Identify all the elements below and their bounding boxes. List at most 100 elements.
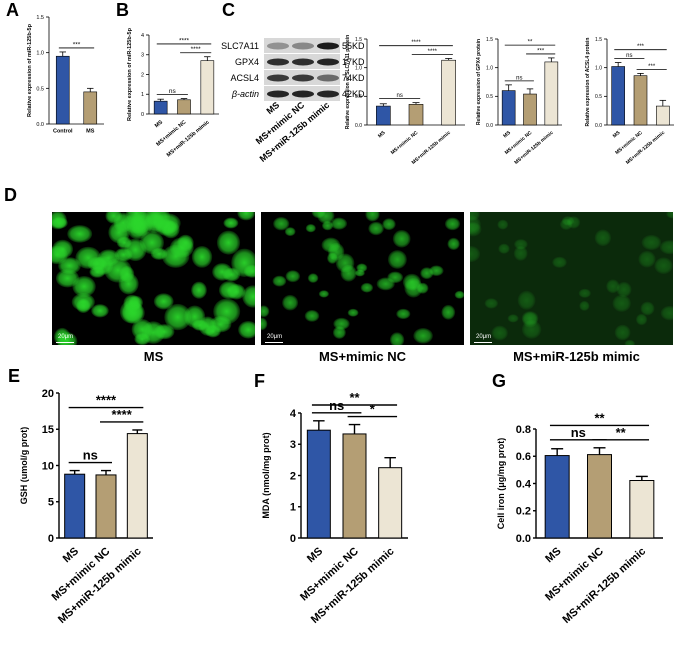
cell-blob — [491, 325, 508, 341]
cell-blob — [594, 229, 612, 247]
scale-bar-label: 20μm — [58, 334, 74, 340]
cell-blob — [153, 293, 174, 310]
cell-blob — [347, 308, 359, 317]
cell-blob — [404, 278, 423, 298]
cell-blob — [382, 218, 396, 231]
cell-blob — [636, 313, 648, 326]
cell-blob — [164, 303, 192, 331]
cell-blob — [641, 234, 662, 251]
scale-bar — [265, 342, 283, 343]
cell-blob — [272, 275, 287, 287]
cell-blob — [71, 293, 95, 311]
blot-band — [317, 58, 339, 66]
panel-letter-a: A — [6, 0, 19, 20]
x-tick-label: MS — [502, 130, 512, 140]
cell-blob — [67, 225, 93, 243]
cell-blob — [444, 217, 461, 231]
bar-ms-mir-125b-mimic — [629, 480, 655, 539]
panel-letter-b: B — [116, 0, 129, 20]
panel-letter-f: F — [254, 371, 265, 391]
y-tick-label: 1.5 — [595, 37, 602, 43]
cell-blob — [470, 215, 481, 235]
y-tick-label: 0.0 — [355, 123, 362, 129]
y-axis-label: Relative expression of miR-125b-5p — [27, 23, 33, 117]
y-tick-label: 0.6 — [516, 451, 531, 463]
scale-bar — [56, 342, 74, 343]
cell-blob — [231, 248, 255, 277]
y-tick-label: 4 — [290, 408, 297, 420]
bar-ms — [376, 105, 391, 126]
microscopy-caption-mimic-nc: MS+mimic NC — [318, 349, 407, 364]
y-tick-label: 20 — [42, 388, 54, 400]
cell-blob — [307, 273, 319, 283]
cell-blob — [131, 319, 153, 340]
microscopy-image-mimic-nc — [261, 212, 464, 345]
blot-size-label: 17KD — [342, 57, 365, 67]
cell-blob — [317, 212, 335, 224]
blot-strip — [264, 38, 340, 53]
significance-label: * — [370, 402, 376, 417]
microscopy-image-ms — [52, 212, 255, 345]
bar-ms — [306, 429, 331, 539]
significance-label: ns — [169, 88, 177, 95]
bar-ms — [64, 473, 86, 539]
cell-blob — [52, 239, 74, 259]
cell-blob — [116, 236, 132, 249]
y-tick-label: 3 — [141, 53, 144, 59]
y-axis-label: GSH (umol/g prot) — [19, 427, 29, 505]
chart-panel-c3: 0.0 0.5 1.0 1.5 Relative expression of ACSL4… — [585, 37, 674, 166]
blot-protein-label: GPX4 — [235, 57, 259, 67]
blot-band — [317, 42, 339, 50]
y-axis-label: Relative expression of GPX4 protein — [476, 39, 482, 125]
cell-blob — [389, 332, 405, 345]
x-tick-label: MS — [154, 119, 164, 129]
cell-blob — [387, 250, 407, 269]
cell-blob — [209, 316, 232, 333]
significance-label: *** — [537, 48, 545, 54]
blot-band — [267, 74, 289, 82]
cell-blob — [606, 279, 620, 294]
cell-blob — [162, 244, 190, 268]
cell-blob — [416, 282, 429, 294]
cell-blob — [223, 217, 239, 229]
cell-blob — [335, 253, 355, 273]
scale-bar-label: 20μm — [476, 334, 492, 340]
y-tick-label: 10 — [42, 460, 54, 472]
x-tick-label: MS+miR-125b mimic — [560, 545, 648, 626]
cell-blob — [356, 263, 368, 273]
cell-blob — [72, 276, 96, 297]
bar-ms-mimic-nc — [587, 454, 612, 539]
blot-lane-label: MS — [265, 100, 282, 116]
bar-ms-mir-125b-mimic — [126, 433, 148, 539]
cell-blob — [413, 328, 433, 344]
blot-band — [292, 90, 314, 98]
microscopy-cells — [261, 212, 464, 345]
y-tick-label: 0 — [48, 533, 54, 545]
bar-ms — [501, 90, 516, 126]
x-tick-label: MS+miR-125b mimic — [166, 119, 211, 158]
cell-blob — [638, 250, 656, 268]
y-tick-label: 1.0 — [595, 65, 602, 71]
y-tick-label: 0.5 — [595, 94, 602, 100]
cell-blob — [227, 283, 246, 300]
cell-blob — [191, 246, 213, 268]
y-tick-label: 0.0 — [36, 122, 44, 128]
cell-blob — [119, 300, 144, 324]
blot-protein-label: ACSL4 — [230, 73, 259, 83]
cell-blob — [447, 237, 460, 250]
significance-label: ** — [594, 410, 605, 425]
cell-blob — [484, 298, 498, 309]
bar-ms — [611, 66, 625, 126]
panel-letter-c: C — [222, 0, 235, 20]
cell-blob — [368, 221, 384, 236]
cell-blob — [330, 217, 348, 230]
chart-panel-b: 0 1 2 3 4 Relative expression of miR-125b-5p M… — [127, 27, 219, 159]
cell-blob — [579, 300, 590, 311]
y-axis-label: MDA (nmol/mg prot) — [261, 432, 271, 518]
cell-blob — [365, 212, 380, 222]
cell-blob — [191, 281, 207, 299]
cell-blob — [660, 305, 673, 321]
blot-band — [267, 58, 289, 66]
bar-ms-mimic-nc — [177, 99, 191, 115]
